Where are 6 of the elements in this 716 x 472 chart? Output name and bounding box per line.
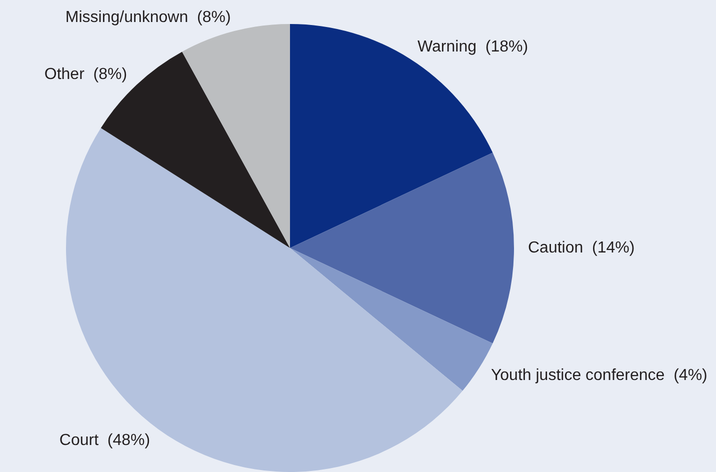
slice-label: Court (48%) [59,432,150,449]
slice-label: Caution (14%) [528,239,635,256]
slice-label: Youth justice conference (4%) [490,366,708,384]
slice-label: Missing/unknown (8%) [65,8,231,26]
slice-label: Warning (18%) [418,38,528,56]
slice-label: Other (8%) [44,66,128,83]
